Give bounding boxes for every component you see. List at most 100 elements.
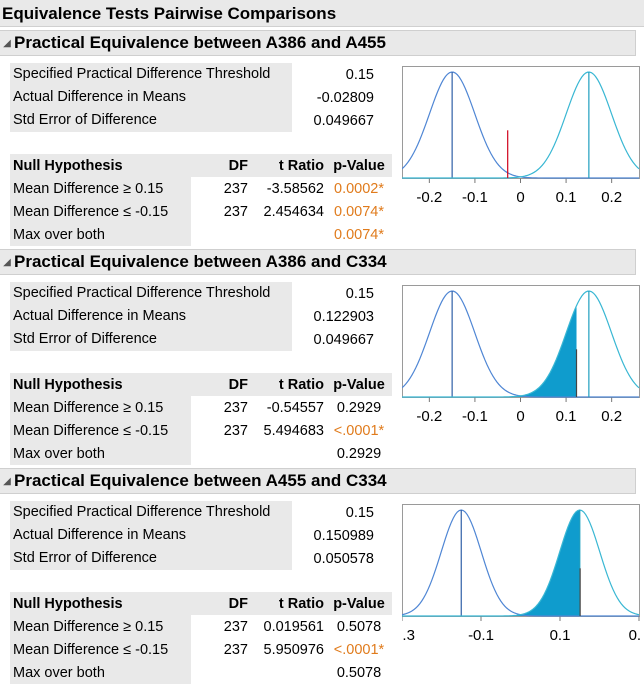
disclosure-triangle-icon[interactable]: ◢ [3,37,11,49]
x-tick-label: -0.2 [416,408,442,425]
t-ratio-cell: -3.58562 [266,180,324,197]
std-error-row: Std Error of Difference 0.049667 [10,328,392,351]
section-title: Practical Equivalence between A455 and C… [14,471,387,490]
p-value-cell: <.0001* [333,641,385,658]
disclosure-triangle-icon[interactable]: ◢ [3,475,11,487]
threshold-value: 0.15 [345,504,374,521]
x-tick-label: 0 [516,189,524,206]
std-error-value: 0.049667 [313,112,374,129]
x-tick-label: 0 [516,408,524,425]
upper-threshold-curve [402,509,640,617]
p-value-cell: 0.2929 [336,399,382,416]
section-title: Practical Equivalence between A386 and A… [14,33,386,52]
actual-diff-value: -0.02809 [316,89,374,106]
table-row: Mean Difference ≥ 0.15 237 -0.54557 0.29… [10,396,392,419]
col-header-df: DF [191,592,250,615]
x-tick-label: 0.1 [550,627,571,644]
p-value-cell: 0.5078 [336,618,382,635]
t-ratio-cell [250,442,326,465]
df-cell: 237 [223,618,248,635]
df-cell [191,661,250,684]
rejection-area [485,305,577,397]
hypothesis-cell: Max over both [10,442,191,465]
plot-frame [402,504,640,617]
p-value-cell: 0.2929 [336,445,382,462]
p-value-cell: 0.0074* [334,203,384,220]
threshold-value: 0.15 [345,285,374,302]
equivalence-plot: -0.2 -0.1 0 0.1 0.2 [401,285,640,440]
hypothesis-cell: Max over both [10,223,191,246]
df-cell: 237 [223,422,248,439]
hypothesis-table: Null Hypothesis DF t Ratio p-Value Mean … [10,592,392,684]
disclosure-triangle-icon[interactable]: ◢ [3,256,11,268]
std-error-label: Std Error of Difference [10,109,292,132]
section-header[interactable]: ◢ Practical Equivalence between A386 and… [0,30,636,56]
hypothesis-table: Null Hypothesis DF t Ratio p-Value Mean … [10,154,392,246]
table-row: Max over both 0.2929 [10,442,392,465]
col-header-hypothesis: Null Hypothesis [10,154,191,177]
section-header[interactable]: ◢ Practical Equivalence between A455 and… [0,468,636,494]
p-value-cell: <.0001* [333,422,385,439]
table-row: Mean Difference ≤ -0.15 237 5.494683 <.0… [10,419,392,442]
hypothesis-cell: Mean Difference ≥ 0.15 [10,177,191,200]
t-ratio-cell [250,661,326,684]
hypothesis-cell: Mean Difference ≤ -0.15 [10,419,191,442]
std-error-row: Std Error of Difference 0.050578 [10,547,392,570]
std-error-label: Std Error of Difference [10,328,292,351]
t-ratio-cell: 2.454634 [263,203,324,220]
hypothesis-cell: Mean Difference ≥ 0.15 [10,615,191,638]
table-row: Max over both 0.0074* [10,223,392,246]
df-cell: 237 [223,203,248,220]
df-cell: 237 [223,180,248,197]
report-title: Equivalence Tests Pairwise Comparisons [0,0,644,27]
upper-threshold-curve [402,71,640,179]
threshold-label: Specified Practical Difference Threshold [10,282,292,305]
plot-frame [402,285,640,398]
t-ratio-cell: 5.494683 [263,422,324,439]
actual-diff-label: Actual Difference in Means [10,524,292,547]
section-title: Practical Equivalence between A386 and C… [14,252,387,271]
t-ratio-cell: -0.54557 [266,399,324,416]
x-tick-label: -0.1 [462,408,488,425]
hypothesis-cell: Max over both [10,661,191,684]
std-error-value: 0.049667 [313,331,374,348]
hypothesis-cell: Mean Difference ≤ -0.15 [10,638,191,661]
equivalence-chart-svg: -0.2 -0.1 0 0.1 0.2 [401,66,640,206]
equivalence-chart-svg: -0.2 -0.1 0 0.1 0.2 [401,285,640,425]
actual-diff-label: Actual Difference in Means [10,86,292,109]
equivalence-section: ◢ Practical Equivalence between A386 and… [0,30,644,248]
x-tick-label: -0.2 [416,189,442,206]
actual-diff-row: Actual Difference in Means 0.150989 [10,524,392,547]
actual-diff-row: Actual Difference in Means 0.122903 [10,305,392,328]
x-tick-label: -0.1 [468,627,494,644]
hypothesis-cell: Mean Difference ≤ -0.15 [10,200,191,223]
col-header-p-value: p-Value [326,373,392,396]
table-row: Max over both 0.5078 [10,661,392,684]
equivalence-chart-svg: -0.3 -0.1 0.1 0.3 [389,504,644,644]
table-header-row: Null Hypothesis DF t Ratio p-Value [10,373,392,396]
t-ratio-cell [250,223,326,246]
hypothesis-table: Null Hypothesis DF t Ratio p-Value Mean … [10,373,392,465]
x-tick-label: 0.3 [629,627,640,644]
threshold-label: Specified Practical Difference Threshold [10,63,292,86]
col-header-t-ratio: t Ratio [250,373,326,396]
x-tick-label: -0.3 [402,627,415,644]
plot-frame [402,66,640,179]
x-tick-label: 0.1 [556,408,577,425]
col-header-hypothesis: Null Hypothesis [10,592,191,615]
col-header-df: DF [191,154,250,177]
table-header-row: Null Hypothesis DF t Ratio p-Value [10,154,392,177]
threshold-label: Specified Practical Difference Threshold [10,501,292,524]
col-header-t-ratio: t Ratio [250,592,326,615]
table-row: Mean Difference ≥ 0.15 237 0.019561 0.50… [10,615,392,638]
hypothesis-cell: Mean Difference ≥ 0.15 [10,396,191,419]
col-header-hypothesis: Null Hypothesis [10,373,191,396]
df-cell [191,223,250,246]
std-error-value: 0.050578 [313,550,374,567]
section-header[interactable]: ◢ Practical Equivalence between A386 and… [0,249,636,275]
col-header-df: DF [191,373,250,396]
table-row: Mean Difference ≤ -0.15 237 5.950976 <.0… [10,638,392,661]
std-error-label: Std Error of Difference [10,547,292,570]
summary-table: Specified Practical Difference Threshold… [10,63,392,132]
std-error-row: Std Error of Difference 0.049667 [10,109,392,132]
